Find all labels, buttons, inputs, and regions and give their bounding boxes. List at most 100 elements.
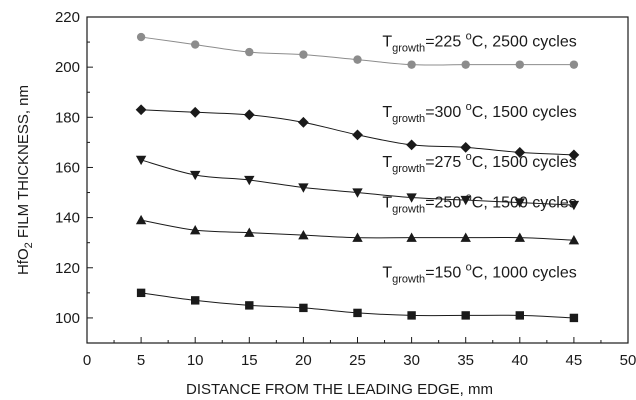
series-label: Tgrowth=225 oC, 2500 cycles [382, 31, 576, 55]
series-group [135, 104, 580, 161]
series-label-value: =250 [425, 195, 465, 212]
y-axis-title: HfO2 FILM THICKNESS, nm [15, 85, 35, 275]
data-point-triangle-down [514, 198, 525, 208]
data-point-diamond [298, 116, 309, 128]
data-point-square [407, 311, 416, 320]
data-point-diamond [514, 147, 526, 158]
data-point-triangle-down [190, 170, 201, 181]
data-point-circle [136, 32, 146, 42]
data-point-circle [353, 55, 362, 64]
x-tick-label: 0 [83, 352, 91, 369]
data-point-triangle-up [190, 224, 201, 235]
x-axis-title: DISTANCE FROM THE LEADING EDGE, mm [186, 381, 493, 398]
y-tick-label: 120 [55, 260, 80, 277]
y-tick-label: 160 [55, 159, 80, 176]
series-label-degree: o [466, 192, 472, 204]
x-tick-label: 5 [137, 352, 145, 369]
data-point-square [569, 313, 579, 323]
data-point-diamond [352, 129, 363, 141]
series-label-T: T [382, 34, 392, 51]
x-tick-label: 15 [241, 352, 258, 369]
series-group [135, 155, 580, 211]
y-tick-label: 220 [55, 9, 80, 26]
data-point-circle [299, 50, 308, 59]
data-point-square [461, 311, 470, 320]
data-point-square [191, 296, 200, 305]
series-label-value: =225 [425, 34, 465, 51]
data-point-triangle-down [460, 195, 471, 206]
data-point-triangle-up [352, 232, 363, 242]
y-tick-label: 200 [55, 59, 80, 76]
x-tick-label: 50 [620, 352, 636, 369]
data-point-triangle-down [135, 155, 147, 166]
series-group [135, 214, 580, 245]
data-point-triangle-up [406, 232, 417, 242]
data-point-square [515, 311, 524, 320]
series-label-value: =300 [425, 104, 465, 121]
x-tick-label: 20 [295, 352, 312, 369]
series-label-rest: C, 1500 cycles [472, 104, 577, 121]
series-label-sub: growth [392, 273, 425, 285]
data-point-triangle-up [460, 232, 471, 242]
series-label-T: T [382, 264, 392, 281]
data-point-triangle-up [298, 229, 309, 240]
x-tick-label: 30 [403, 352, 420, 369]
x-tick-label: 35 [457, 352, 474, 369]
x-tick-label: 45 [566, 352, 583, 369]
data-point-triangle-up [514, 232, 525, 242]
data-point-circle [569, 60, 579, 69]
x-tick-label: 25 [349, 352, 366, 369]
y-tick-label: 180 [55, 109, 80, 126]
y-tick-label: 140 [55, 210, 80, 227]
data-point-circle [515, 60, 524, 69]
data-point-triangle-up [568, 234, 580, 245]
series-label-rest: C, 1500 cycles [472, 154, 577, 171]
series-label-T: T [382, 104, 392, 121]
series-label-sub: growth [392, 163, 425, 175]
series-label-degree: o [466, 101, 472, 113]
data-point-diamond [243, 109, 255, 121]
data-point-square [136, 288, 146, 298]
data-point-triangle-down [298, 183, 309, 193]
data-point-diamond [568, 149, 580, 161]
x-tick-label: 40 [511, 352, 528, 369]
data-point-triangle-down [568, 200, 580, 211]
data-point-square [353, 308, 362, 318]
data-point-triangle-down [406, 193, 417, 203]
data-point-diamond [406, 139, 417, 151]
y-axis-title-main: HfO [15, 248, 32, 275]
x-tick-label: 10 [187, 352, 204, 369]
data-point-diamond [189, 106, 201, 118]
y-tick-label: 100 [55, 310, 80, 327]
series-label-degree: o [466, 151, 472, 163]
series-label-rest: C, 1500 cycles [472, 195, 577, 212]
data-point-square [245, 301, 254, 310]
series-group [136, 288, 579, 323]
data-point-diamond [135, 104, 147, 116]
series-label-T: T [382, 154, 392, 171]
data-point-circle [191, 40, 200, 49]
series-label-T: T [382, 195, 392, 212]
series-label-sub: growth [392, 204, 425, 216]
data-point-triangle-down [244, 175, 255, 186]
data-point-triangle-up [244, 227, 255, 237]
data-point-triangle-up [135, 214, 147, 225]
series-group [136, 32, 579, 69]
data-point-diamond [460, 142, 472, 153]
series-label-rest: C, 1000 cycles [472, 264, 577, 281]
data-point-circle [461, 60, 470, 69]
series-label-rest: C, 2500 cycles [472, 34, 577, 51]
series-label: Tgrowth=300 oC, 1500 cycles [382, 101, 576, 125]
series-label-sub: growth [392, 113, 425, 125]
data-point-circle [245, 47, 254, 57]
data-point-triangle-down [352, 188, 363, 198]
y-axis-title-rest: FILM THICKNESS, nm [15, 85, 32, 242]
y-axis-title-sub: 2 [23, 242, 35, 248]
series-label-value: =275 [425, 154, 465, 171]
series-label-degree: o [466, 31, 472, 43]
data-point-circle [407, 60, 416, 69]
plot-frame [86, 16, 629, 344]
series-label-sub: growth [392, 43, 425, 55]
series-label-degree: o [466, 261, 472, 273]
